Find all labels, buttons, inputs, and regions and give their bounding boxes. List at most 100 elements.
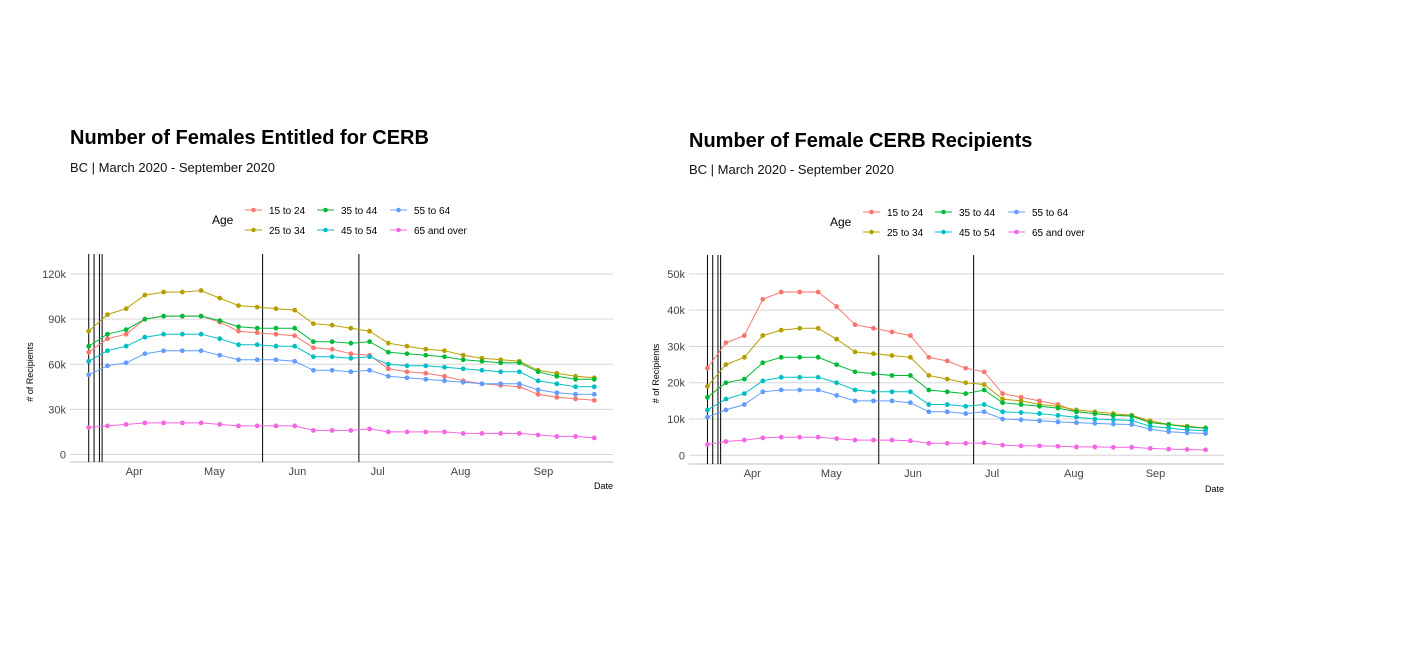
- series-line: [707, 436, 1206, 451]
- data-point: [254, 330, 260, 336]
- data-point: [926, 373, 932, 378]
- data-point: [871, 351, 876, 357]
- data-point: [385, 340, 391, 346]
- data-point: [778, 327, 784, 333]
- data-point: [889, 389, 895, 395]
- data-point: [217, 422, 223, 427]
- data-point: [723, 362, 729, 367]
- data-point: [123, 422, 129, 427]
- data-point: [423, 429, 429, 435]
- data-point: [944, 402, 950, 407]
- data-point: [142, 420, 148, 426]
- legend-label: 55 to 64: [1032, 208, 1069, 219]
- chart-subtitle: BC | March 2020 - September 2020: [70, 160, 275, 175]
- legend-label: 65 and over: [1032, 228, 1085, 239]
- x-tick-label: Jun: [288, 466, 306, 478]
- data-point: [198, 313, 204, 319]
- data-point: [273, 325, 279, 331]
- data-point: [1037, 418, 1042, 424]
- data-point: [198, 348, 204, 354]
- data-point: [460, 352, 466, 358]
- data-point: [442, 354, 447, 360]
- legend-key-point: [941, 209, 946, 215]
- data-point: [105, 348, 110, 354]
- series-line: [88, 333, 595, 388]
- data-point: [1110, 444, 1116, 450]
- data-point: [591, 397, 597, 403]
- data-point: [217, 318, 223, 324]
- data-point: [1000, 409, 1006, 415]
- data-point: [1184, 430, 1190, 436]
- data-point: [591, 391, 597, 397]
- data-point: [963, 440, 969, 446]
- data-point: [852, 369, 858, 375]
- data-point: [329, 339, 335, 345]
- y-axis-title: # of Recipients: [651, 343, 661, 403]
- data-point: [981, 382, 987, 387]
- data-point: [142, 292, 148, 298]
- series-line: [707, 376, 1206, 432]
- data-point: [815, 325, 821, 331]
- series-line: [707, 389, 1206, 434]
- legend-key-point: [1014, 209, 1019, 215]
- data-point: [198, 420, 204, 426]
- data-point: [963, 411, 969, 416]
- data-point: [535, 378, 541, 384]
- data-point: [236, 357, 241, 363]
- data-point: [479, 367, 485, 373]
- data-point: [723, 407, 729, 413]
- data-point: [815, 289, 821, 295]
- data-point: [852, 437, 858, 443]
- data-point: [311, 321, 316, 327]
- data-point: [852, 349, 858, 355]
- data-point: [460, 431, 466, 436]
- data-point: [516, 381, 522, 387]
- data-point: [1000, 396, 1006, 402]
- data-point: [86, 425, 92, 430]
- series-line: [707, 356, 1206, 429]
- data-point: [944, 389, 950, 395]
- data-point: [479, 358, 485, 364]
- data-point: [423, 370, 429, 376]
- data-point: [142, 334, 148, 340]
- data-point: [981, 409, 987, 415]
- legend-title: Age: [830, 215, 852, 229]
- y-tick-label: 60k: [48, 359, 66, 371]
- data-point: [963, 365, 969, 371]
- data-point: [1092, 416, 1098, 422]
- data-point: [423, 346, 429, 352]
- data-point: [834, 336, 839, 342]
- data-point: [889, 437, 895, 443]
- data-point: [871, 325, 876, 331]
- data-point: [161, 331, 167, 337]
- data-point: [217, 295, 223, 301]
- data-point: [86, 343, 92, 349]
- data-point: [778, 387, 784, 393]
- data-point: [1092, 444, 1098, 450]
- data-point: [236, 342, 241, 348]
- data-point: [889, 353, 895, 358]
- data-point: [834, 304, 839, 309]
- data-point: [498, 381, 504, 387]
- data-point: [741, 354, 747, 360]
- data-point: [741, 333, 747, 338]
- data-point: [1110, 421, 1116, 427]
- data-point: [741, 376, 747, 382]
- data-point: [981, 402, 987, 407]
- y-tick-label: 30k: [667, 341, 685, 353]
- data-point: [1074, 444, 1079, 450]
- data-point: [535, 432, 541, 438]
- data-point: [329, 428, 335, 433]
- data-point: [889, 373, 895, 378]
- data-point: [944, 409, 950, 415]
- data-point: [815, 387, 821, 393]
- y-axis-title: # of Recipients: [25, 342, 35, 402]
- data-point: [760, 296, 766, 302]
- data-point: [516, 431, 522, 436]
- data-point: [292, 423, 298, 429]
- data-point: [86, 358, 92, 364]
- data-point: [479, 381, 485, 387]
- data-point: [86, 349, 92, 355]
- data-point: [198, 331, 204, 337]
- x-axis-title: Date: [594, 481, 613, 491]
